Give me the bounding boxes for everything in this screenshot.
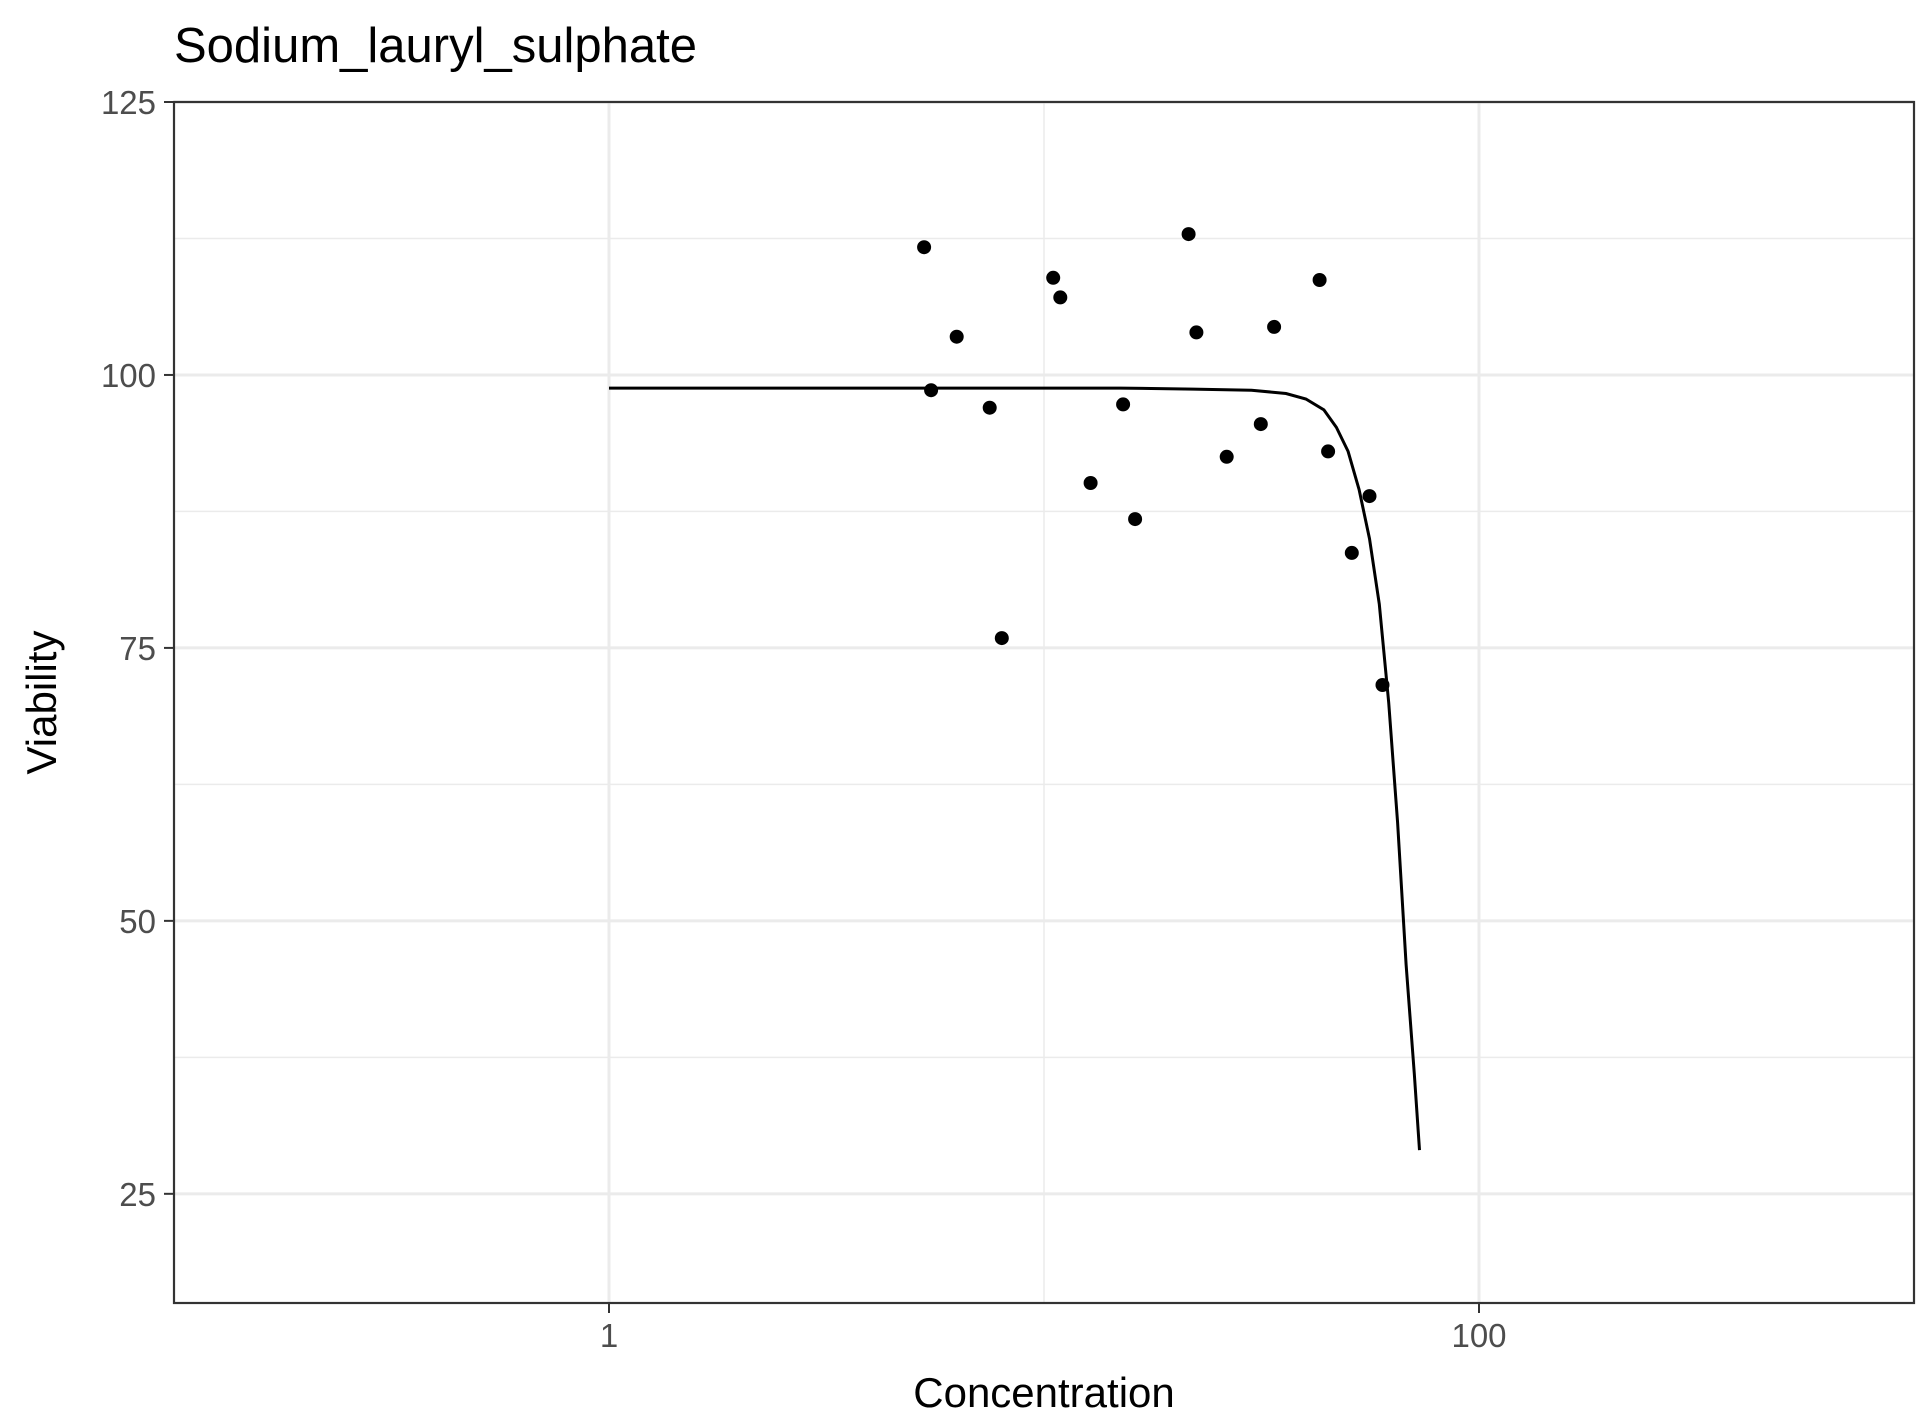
y-tick-label-100: 100 [101,357,156,394]
data-point-8 [1083,476,1098,490]
data-point-10 [1128,512,1143,527]
data-point-9 [1116,397,1131,412]
y-tick-label-50: 50 [119,903,156,940]
y-axis-title: Viability [18,631,65,775]
data-points [917,227,1390,692]
data-point-14 [1253,417,1268,432]
y-tick-label-75: 75 [119,630,156,667]
data-point-2 [924,383,939,398]
data-point-12 [1189,325,1204,340]
data-point-20 [1375,678,1390,692]
axis-ticks: 25 50 75 100 125 1 100 [101,84,1507,1354]
data-point-13 [1219,449,1234,464]
data-point-15 [1267,319,1282,334]
data-point-7 [1053,290,1068,305]
data-point-3 [949,329,964,344]
data-point-1 [917,240,932,255]
data-point-16 [1312,273,1327,287]
data-point-5 [994,631,1009,646]
data-point-19 [1362,489,1377,504]
chart-title: Sodium_lauryl_sulphate [174,19,697,73]
fit-curve-layer [609,386,1421,1151]
x-axis-title: Concentration [913,1369,1175,1416]
x-tick-label-1: 1 [600,1317,618,1354]
data-point-17 [1321,444,1336,459]
data-point-11 [1181,227,1196,242]
data-point-18 [1344,545,1359,560]
panel-border [172,100,1916,1305]
y-tick-label-25: 25 [119,1176,156,1213]
data-point-4 [982,400,997,415]
x-tick-label-100: 100 [1451,1317,1506,1354]
data-point-6 [1046,270,1061,285]
fit-curve [609,386,1421,1151]
y-tick-label-125: 125 [101,84,156,121]
